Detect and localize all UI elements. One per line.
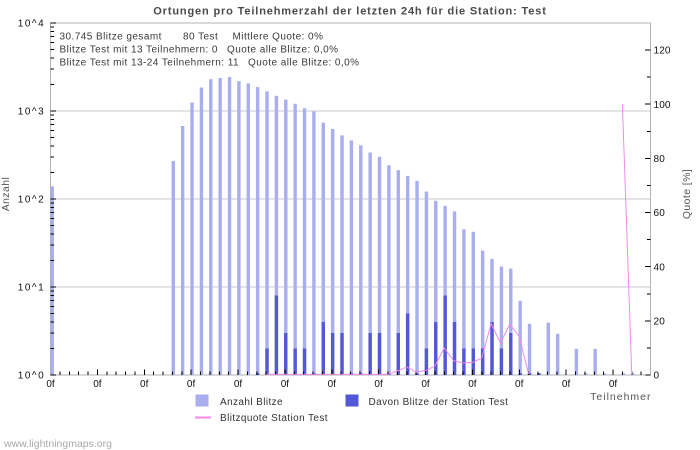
svg-text:Quote [%]: Quote [%] [681, 169, 693, 219]
svg-text:80: 80 [654, 154, 666, 165]
svg-text:Blitze Test mit 13-24 Teilnehm: Blitze Test mit 13-24 Teilnehmern: 11 [60, 58, 240, 69]
svg-text:10^0: 10^0 [18, 371, 45, 382]
svg-text:120: 120 [654, 46, 671, 57]
svg-text:40: 40 [654, 262, 666, 273]
svg-text:10^3: 10^3 [18, 107, 45, 118]
svg-text:0f: 0f [281, 379, 290, 390]
svg-text:0f: 0f [187, 379, 196, 390]
svg-text:0f: 0f [374, 379, 383, 390]
svg-text:Davon Blitze der Station Test: Davon Blitze der Station Test [369, 397, 509, 408]
svg-text:Mittlere Quote: 0%: Mittlere Quote: 0% [233, 32, 324, 43]
svg-text:0f: 0f [140, 379, 149, 390]
svg-text:Quote alle Blitze: 0,0%: Quote alle Blitze: 0,0% [248, 58, 360, 69]
svg-text:0f: 0f [421, 379, 430, 390]
svg-text:Anzahl Blitze: Anzahl Blitze [220, 397, 283, 408]
svg-text:0f: 0f [468, 379, 477, 390]
svg-text:Anzahl: Anzahl [0, 177, 12, 212]
svg-text:Blitze Test mit 13 Teilnehmern: Blitze Test mit 13 Teilnehmern: 0 [60, 45, 218, 56]
svg-text:0f: 0f [46, 379, 55, 390]
svg-text:20: 20 [654, 316, 666, 327]
svg-text:0f: 0f [93, 379, 102, 390]
svg-text:10^2: 10^2 [18, 195, 45, 206]
svg-text:10^4: 10^4 [18, 19, 45, 30]
svg-text:10^1: 10^1 [18, 283, 45, 294]
svg-text:0: 0 [654, 371, 660, 382]
svg-text:www.lightningmaps.org: www.lightningmaps.org [3, 438, 112, 450]
svg-text:Ortungen pro Teilnehmerzahl de: Ortungen pro Teilnehmerzahl der letzten … [153, 5, 546, 17]
svg-text:0f: 0f [515, 379, 524, 390]
svg-text:0f: 0f [234, 379, 243, 390]
svg-text:Teilnehmer: Teilnehmer [590, 391, 651, 403]
svg-text:100: 100 [654, 100, 671, 111]
svg-text:0f: 0f [328, 379, 337, 390]
svg-text:0f: 0f [562, 379, 571, 390]
svg-text:80 Test: 80 Test [183, 32, 218, 43]
svg-text:Quote alle Blitze: 0,0%: Quote alle Blitze: 0,0% [227, 45, 339, 56]
svg-text:0f: 0f [609, 379, 618, 390]
svg-text:60: 60 [654, 208, 666, 219]
svg-text:30.745 Blitze gesamt: 30.745 Blitze gesamt [60, 32, 162, 43]
svg-text:Blitzquote Station Test: Blitzquote Station Test [220, 413, 328, 424]
